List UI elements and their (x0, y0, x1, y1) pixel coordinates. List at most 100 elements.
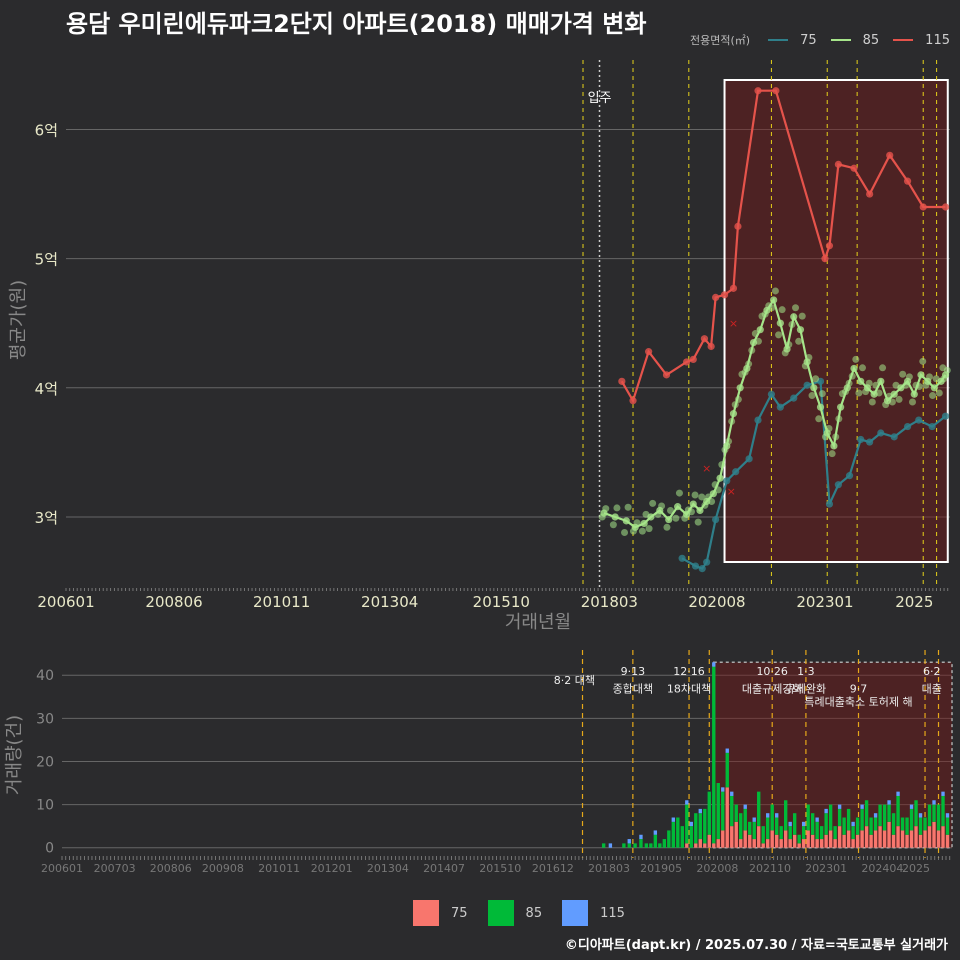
legend-line-85 (830, 39, 851, 41)
bar-85 (680, 826, 684, 848)
data-point-85-extra (598, 513, 606, 521)
bar-85 (842, 817, 846, 835)
bar-85 (757, 791, 761, 827)
bar-75 (855, 834, 860, 848)
data-point-85-extra (828, 450, 836, 458)
bar-85 (770, 804, 774, 831)
data-point-85-extra (892, 381, 900, 389)
legend-label-115: 115 (925, 32, 950, 48)
data-point-85-extra (915, 383, 923, 391)
legend-swatch-75 (413, 900, 439, 926)
volume-chart-panel: 0 10 20 30 40 8·2 대책 9·13 종합대책 12·16 18차대책 10·26 대출… (4, 650, 953, 875)
legend-swatch-85 (487, 900, 514, 926)
bar-75 (860, 830, 864, 848)
bar-85 (797, 834, 801, 844)
bar-75 (707, 834, 711, 848)
bar-75 (779, 839, 783, 848)
x-tick-label: 201407 (423, 862, 465, 875)
data-point-85-extra (745, 360, 753, 368)
data-point-85-extra (882, 401, 890, 409)
bar-75 (770, 830, 774, 848)
data-point-85 (622, 517, 630, 525)
data-point-85-extra (785, 341, 793, 349)
bar-85 (869, 817, 873, 835)
data-point-85-extra (801, 362, 809, 370)
bar-75 (712, 843, 716, 848)
bar-75 (766, 839, 770, 848)
data-point-85-extra (818, 390, 826, 398)
bar-75 (914, 826, 918, 848)
data-point-85-extra (885, 392, 893, 400)
bar-85 (815, 821, 819, 840)
data-point-75 (723, 477, 731, 485)
data-point-85-extra (778, 306, 786, 314)
bar-115 (639, 834, 643, 840)
data-point-115 (825, 242, 834, 250)
data-point-85-extra (728, 417, 736, 425)
data-point-75 (941, 412, 950, 420)
legend-label-75: 75 (800, 32, 817, 48)
data-point-85-extra (899, 370, 907, 378)
data-point-85 (696, 506, 704, 515)
data-point-85-extra (711, 481, 719, 489)
bar-85 (633, 843, 637, 848)
bar-85 (941, 795, 945, 827)
data-point-85-extra (825, 424, 833, 432)
bar-75 (815, 839, 819, 848)
bar-85 (689, 826, 693, 848)
data-point-85 (910, 390, 918, 398)
bar-75 (837, 826, 842, 848)
bar-75 (761, 843, 765, 848)
data-point-85 (850, 364, 858, 373)
data-point-115 (866, 190, 874, 198)
bar-85 (639, 839, 643, 848)
bar-75 (851, 839, 855, 848)
data-point-85 (729, 410, 738, 418)
bar-85 (739, 813, 743, 840)
data-point-85-extra (734, 395, 742, 403)
bar-85 (900, 817, 905, 831)
bar-75 (716, 839, 720, 848)
x-tick-label: 201612 (532, 862, 574, 875)
data-point-85-extra (701, 501, 709, 509)
data-point-115 (720, 291, 729, 299)
bar-85 (833, 826, 837, 840)
data-point-85-extra (718, 461, 726, 469)
bar-85 (743, 808, 747, 831)
bar-85 (801, 826, 806, 840)
data-point-85-extra (929, 392, 937, 400)
bar-85 (936, 804, 941, 831)
data-point-85-extra (821, 433, 829, 441)
data-point-85-extra (698, 493, 706, 501)
data-point-85-extra (905, 373, 913, 381)
x-tick-label: 200908 (202, 862, 244, 875)
bar-75 (819, 839, 824, 848)
data-point-85-extra (798, 312, 806, 320)
y-axis-title: 거래량(건) (4, 715, 25, 795)
bar-85 (806, 804, 810, 831)
bar-85 (792, 813, 797, 835)
x-tick-label: 202110 (749, 862, 791, 875)
bar-85 (748, 821, 752, 835)
bar-85 (923, 817, 927, 831)
y-tick-label: 5억 (35, 251, 58, 269)
data-point-85-extra (845, 379, 853, 387)
x-tick-label: 200806 (150, 862, 192, 875)
bar-85 (671, 821, 675, 848)
data-point-85-extra (792, 304, 800, 312)
data-point-75 (698, 565, 706, 573)
data-point-115 (729, 284, 738, 292)
data-point-85-extra (602, 505, 610, 513)
x-tick-label: 200806 (145, 593, 202, 611)
bar-85 (703, 808, 707, 844)
data-point-85-extra (875, 389, 883, 397)
data-point-85-extra (835, 415, 843, 423)
x-tick-label: 201803 (588, 862, 630, 875)
bar-85 (761, 826, 765, 844)
bar-115 (653, 830, 658, 835)
bar-85 (788, 826, 792, 840)
bar-75 (730, 826, 734, 848)
bar-75 (891, 834, 896, 848)
bar-85 (846, 808, 851, 831)
y-tick-label: 10 (36, 798, 54, 814)
